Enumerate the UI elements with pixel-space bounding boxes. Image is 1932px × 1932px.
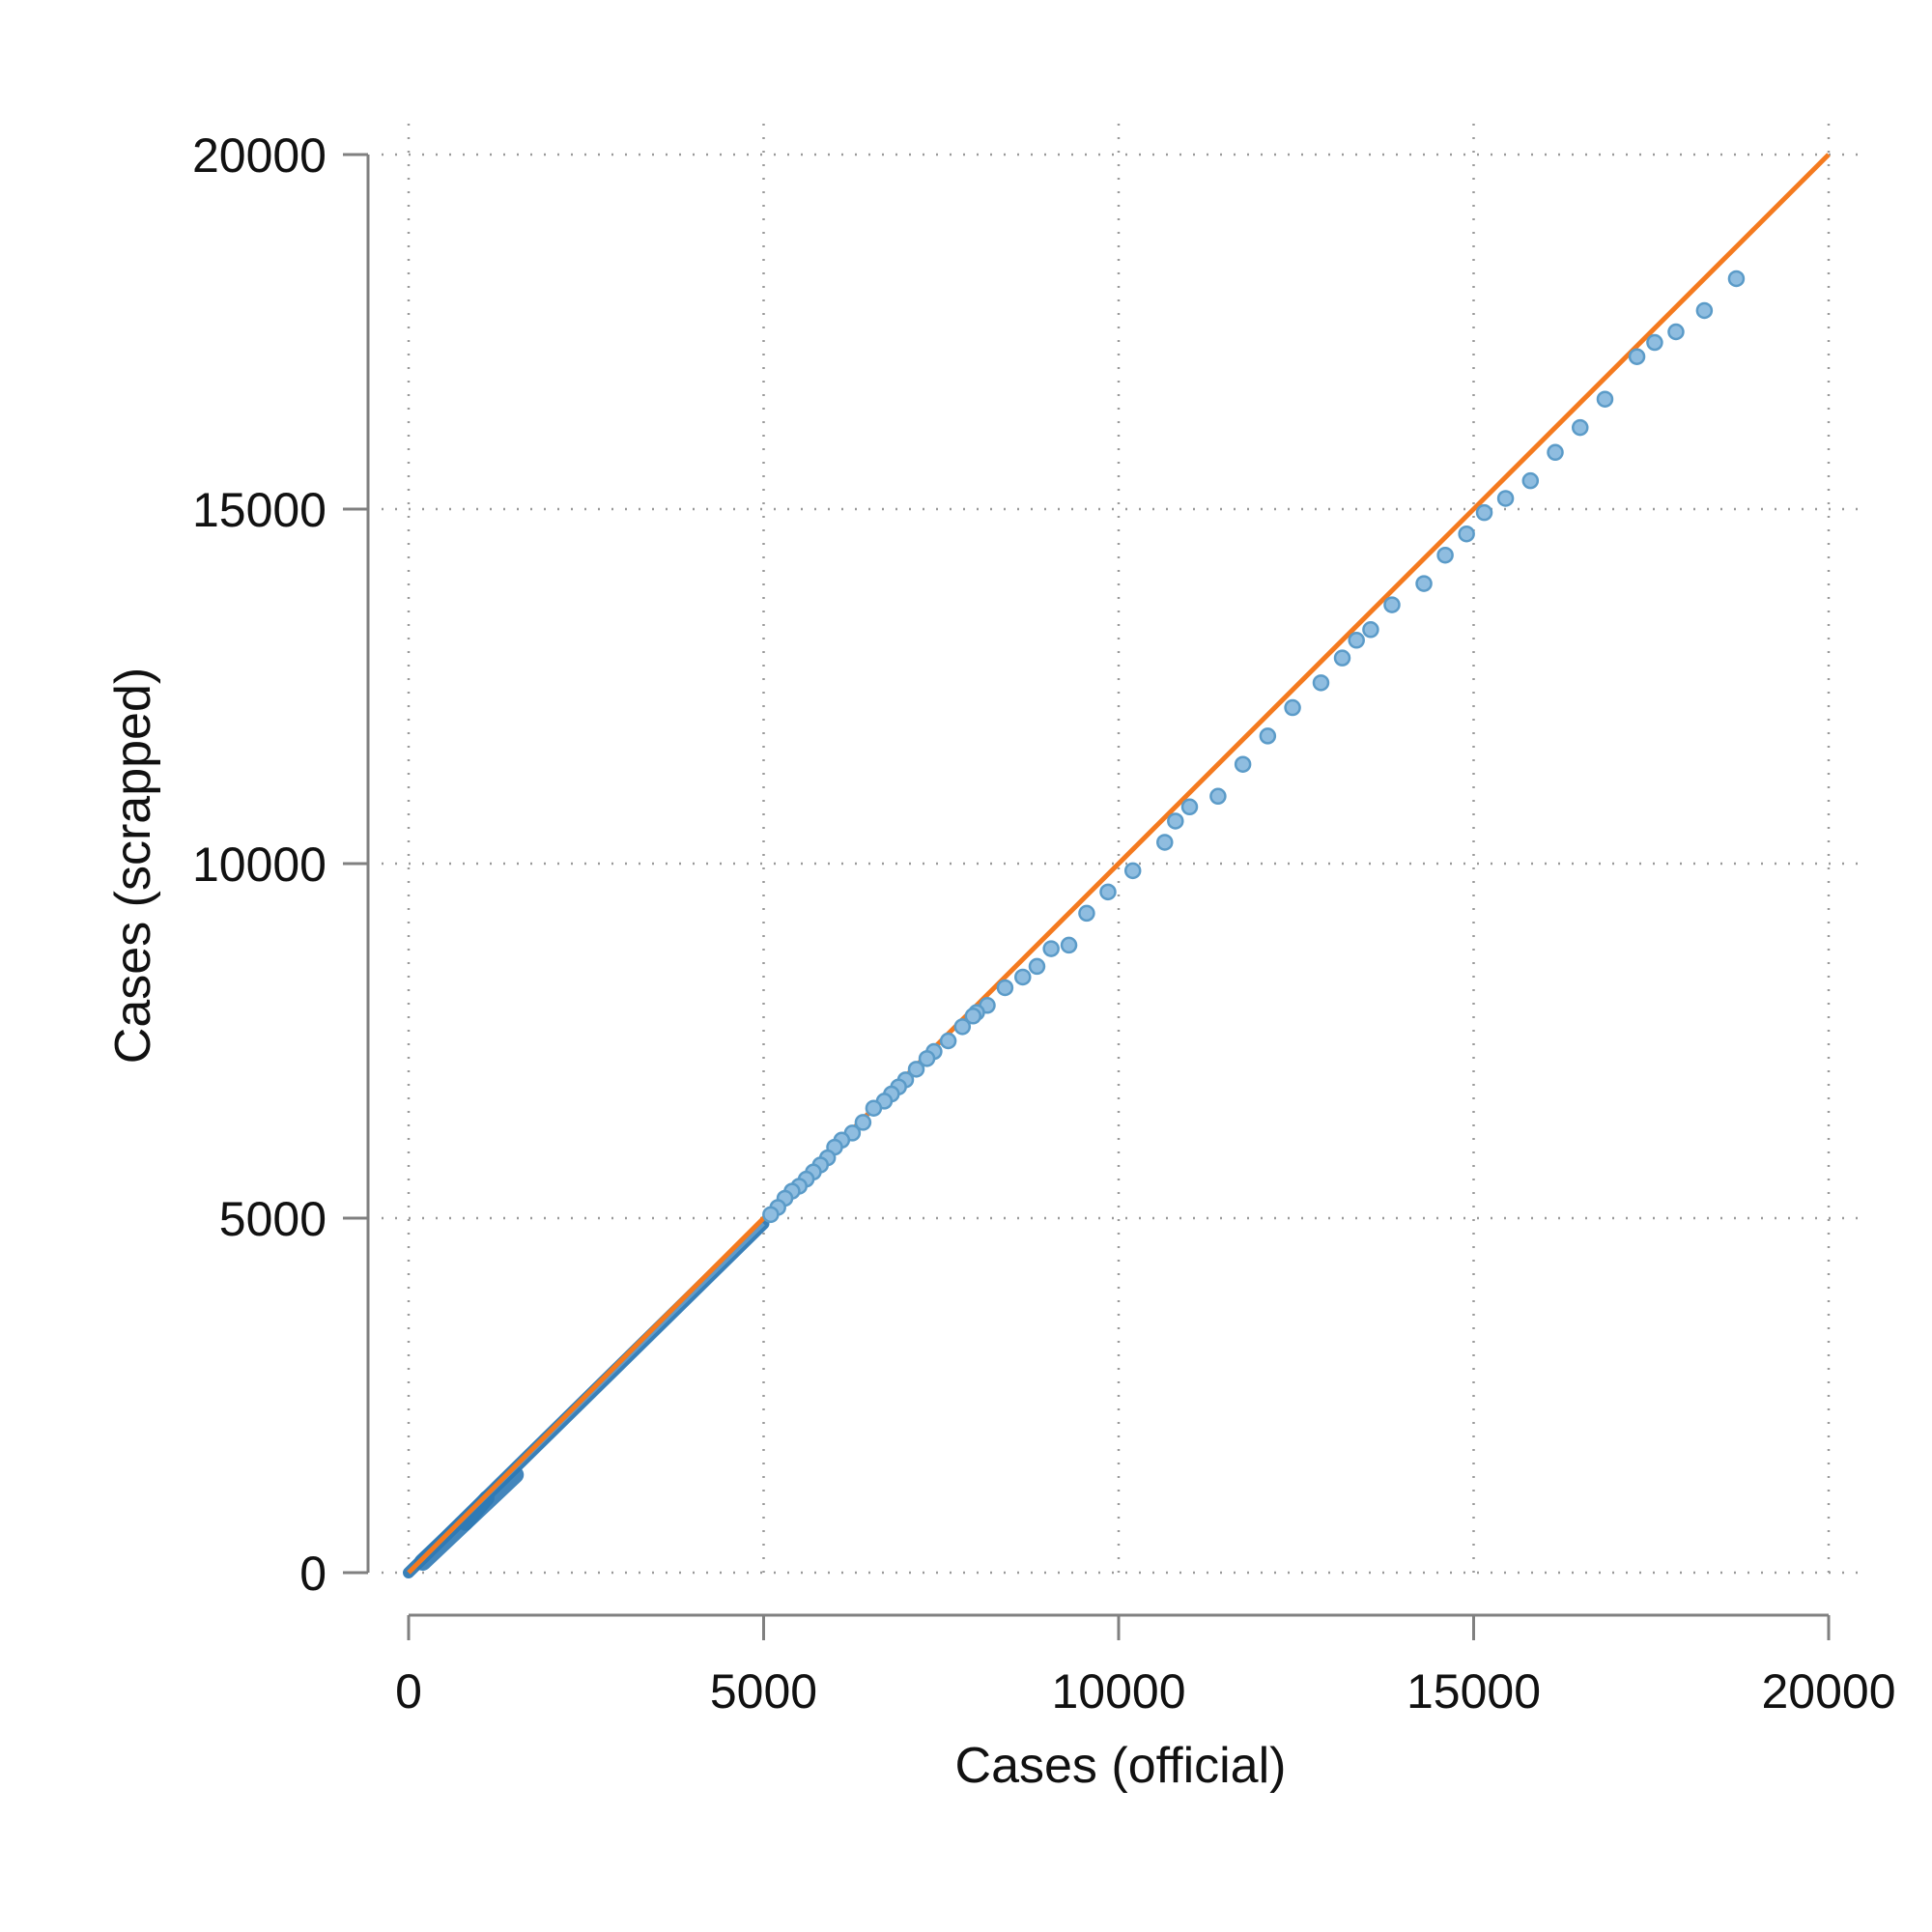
x-tick-label-2: 10000 <box>1051 1664 1185 1719</box>
data-point-15 <box>1362 621 1379 639</box>
data-point-33 <box>996 979 1014 997</box>
y-tick-label-1: 5000 <box>219 1192 327 1246</box>
data-point-28 <box>1078 904 1095 923</box>
y-tick-label-3: 15000 <box>192 483 327 537</box>
data-point-4 <box>1628 348 1646 365</box>
data-point-6 <box>1572 418 1589 437</box>
data-point-41 <box>907 1061 925 1078</box>
x-tick-label-0: 0 <box>395 1664 422 1719</box>
data-point-24 <box>1167 812 1184 830</box>
y-tick-label-0: 0 <box>299 1547 327 1601</box>
data-point-19 <box>1284 698 1301 717</box>
data-point-2 <box>1667 323 1685 341</box>
x-tick-label-1: 5000 <box>710 1664 817 1719</box>
x-tick-label-4: 20000 <box>1761 1664 1895 1719</box>
data-point-59 <box>762 1206 780 1224</box>
reference-line <box>407 153 1831 1575</box>
data-point-0 <box>1727 270 1746 288</box>
data-points <box>762 270 1746 1224</box>
data-point-32 <box>1014 968 1032 986</box>
data-point-21 <box>1234 755 1252 773</box>
data-point-47 <box>854 1114 872 1131</box>
data-point-10 <box>1475 503 1493 522</box>
data-point-26 <box>1123 862 1142 880</box>
y-axis-title: Cases (scrapped) <box>105 668 161 1064</box>
data-point-8 <box>1521 471 1540 490</box>
data-point-17 <box>1333 649 1351 667</box>
data-point-22 <box>1209 787 1227 806</box>
data-point-36 <box>964 1008 982 1025</box>
data-point-38 <box>939 1032 957 1050</box>
data-point-46 <box>865 1099 883 1117</box>
data-point-30 <box>1042 940 1060 957</box>
y-tick-label-4: 20000 <box>192 128 327 183</box>
grid-lines <box>382 124 1864 1584</box>
data-point-27 <box>1099 883 1117 901</box>
axes <box>343 153 1831 1640</box>
data-point-3 <box>1646 333 1663 352</box>
data-point-12 <box>1436 546 1454 564</box>
data-point-11 <box>1458 525 1475 543</box>
data-point-37 <box>953 1018 972 1036</box>
data-point-1 <box>1695 301 1714 320</box>
data-point-25 <box>1156 834 1174 851</box>
data-point-5 <box>1596 390 1614 408</box>
dense-band-bump <box>457 1490 495 1531</box>
y-tick-label-2: 10000 <box>192 838 327 892</box>
data-point-20 <box>1259 727 1277 745</box>
x-axis-title: Cases (official) <box>955 1738 1287 1794</box>
data-point-18 <box>1312 674 1330 692</box>
data-point-7 <box>1547 443 1564 462</box>
data-point-16 <box>1348 632 1365 649</box>
data-point-23 <box>1180 798 1199 816</box>
data-point-13 <box>1415 575 1433 592</box>
data-point-9 <box>1496 490 1515 507</box>
data-point-31 <box>1028 957 1046 976</box>
data-point-40 <box>918 1050 936 1067</box>
x-tick-label-3: 15000 <box>1406 1664 1541 1719</box>
data-point-29 <box>1060 936 1078 954</box>
tick-labels: 0 5000 10000 15000 20000 0 5000 10000 15000 20000 <box>192 128 1896 1719</box>
data-point-14 <box>1383 596 1401 613</box>
